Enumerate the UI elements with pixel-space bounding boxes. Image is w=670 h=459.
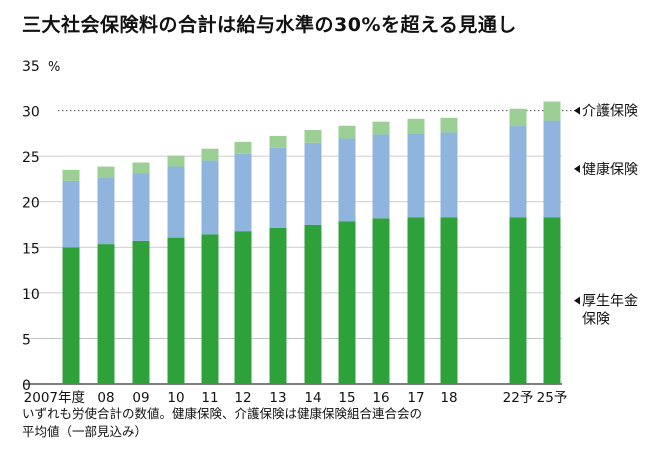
bar-health-4: [201, 160, 219, 235]
x-tick-label: 14: [304, 390, 321, 406]
bar-pension-7: [304, 224, 322, 384]
x-tick-label: 17: [407, 390, 424, 406]
x-tick-label: 2007年度: [24, 390, 85, 406]
x-tick-label: 15: [338, 390, 355, 406]
series-label-arrow: [574, 164, 580, 173]
series-label-care: 介護保険: [582, 104, 638, 120]
bar-health-11: [440, 132, 458, 218]
y-tick-label: 20: [22, 196, 40, 212]
series-label-pension: 厚生年金: [582, 294, 638, 310]
bar-care-4: [201, 148, 219, 161]
bar-pension-13: [543, 217, 561, 384]
bar-care-9: [372, 121, 390, 135]
bar-pension-6: [269, 227, 287, 384]
bar-pension-8: [338, 221, 356, 384]
x-tick-label: 12: [234, 390, 251, 406]
x-tick-label: 13: [269, 390, 286, 406]
bar-pension-5: [234, 231, 252, 384]
y-tick-label: 25: [22, 150, 40, 166]
bar-care-13: [543, 101, 561, 121]
y-tick-label: 30: [22, 105, 40, 121]
bar-care-1: [97, 166, 115, 178]
bar-care-12: [509, 108, 527, 127]
series-label-pension: 保険: [582, 312, 610, 328]
bar-pension-11: [440, 217, 458, 384]
bar-pension-12: [509, 217, 527, 384]
x-tick-label: 18: [440, 390, 457, 406]
bar-pension-1: [97, 244, 115, 384]
bar-pension-9: [372, 218, 390, 384]
bar-health-3: [167, 166, 185, 238]
bar-pension-10: [407, 217, 425, 384]
bar-health-9: [372, 134, 390, 219]
bar-health-5: [234, 153, 252, 232]
bar-pension-2: [132, 240, 150, 384]
x-tick-label: 09: [132, 390, 149, 406]
bar-care-3: [167, 155, 185, 167]
footnote-line-1: いずれも労使合計の数値。健康保険、介護保険は健康保険組合連合会の: [22, 406, 423, 421]
bar-pension-0: [62, 247, 80, 384]
y-tick-label: 5: [22, 332, 31, 348]
bar-health-10: [407, 133, 425, 218]
bar-health-1: [97, 177, 115, 245]
x-tick-label: 25予: [537, 390, 568, 406]
bar-care-11: [440, 117, 458, 133]
x-tick-label: 11: [201, 390, 218, 406]
bar-care-8: [338, 125, 356, 139]
bar-health-0: [62, 180, 80, 248]
x-tick-label: 08: [97, 390, 114, 406]
bar-pension-4: [201, 234, 219, 384]
bar-health-12: [509, 126, 527, 218]
series-label-arrow: [574, 296, 580, 305]
bar-health-8: [338, 138, 356, 222]
y-axis-unit: %: [48, 60, 60, 75]
chart-title: 三大社会保険料の合計は給与水準の30%を超える見通し: [22, 14, 517, 36]
x-tick-label: 22予: [503, 390, 534, 406]
y-tick-label: 15: [22, 241, 40, 257]
bar-care-5: [234, 141, 252, 154]
bar-health-7: [304, 142, 322, 225]
series-label-health: 健康保険: [582, 161, 638, 178]
bar-care-0: [62, 169, 80, 181]
bar-health-6: [269, 147, 287, 228]
x-tick-label: 10: [167, 390, 184, 406]
y-tick-label: 35: [22, 59, 40, 75]
y-tick-label: 10: [22, 287, 40, 303]
bar-health-13: [543, 120, 561, 218]
bar-care-2: [132, 162, 150, 174]
y-tick-label: 0: [22, 378, 31, 394]
bar-health-2: [132, 173, 150, 241]
bar-care-7: [304, 129, 322, 143]
x-tick-label: 16: [372, 390, 389, 406]
series-label-arrow: [574, 106, 580, 115]
bar-pension-3: [167, 237, 185, 384]
footnote-line-2: 平均値（一部見込み）: [22, 424, 148, 439]
bar-care-10: [407, 118, 425, 134]
bar-care-6: [269, 135, 287, 148]
